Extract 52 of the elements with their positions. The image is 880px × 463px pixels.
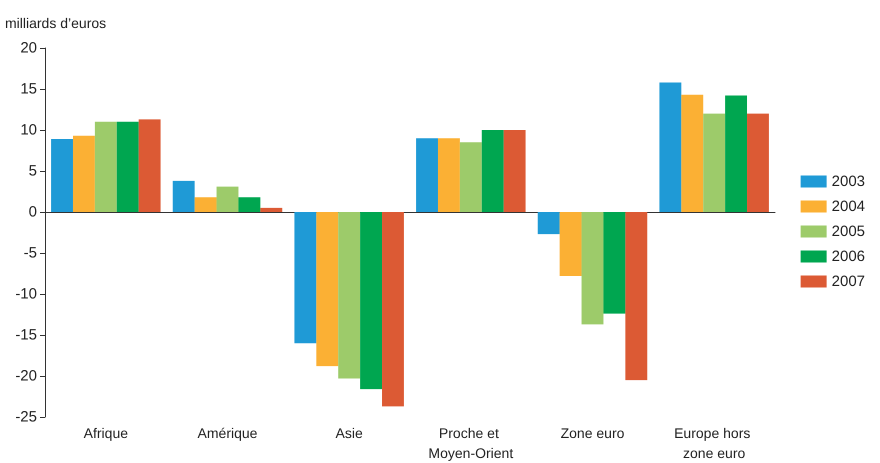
- bar: [172, 180, 195, 212]
- bar: [460, 142, 482, 212]
- bar: [482, 130, 504, 212]
- y-tick-label: 5: [28, 162, 37, 180]
- y-tick-label: -20: [15, 368, 37, 384]
- y-tick-label: -25: [15, 408, 37, 426]
- bar: [416, 138, 438, 212]
- x-tick-label: Proche et Moyen-Orient: [428, 425, 514, 461]
- bar: [582, 212, 604, 324]
- bar: [603, 212, 626, 314]
- bar: [260, 208, 282, 212]
- bar: [138, 119, 161, 212]
- x-tick-label: Afrique: [84, 425, 128, 441]
- y-tick-label: 0: [28, 204, 37, 220]
- legend-label: 2007: [832, 273, 866, 290]
- legend-label: 2004: [832, 198, 866, 215]
- y-tick-label: 15: [20, 80, 37, 98]
- bar: [51, 139, 73, 212]
- bar: [116, 122, 139, 212]
- bar: [703, 114, 726, 212]
- y-axis-title: milliards d’euros: [5, 15, 106, 31]
- x-tick-label: Amérique: [198, 425, 258, 441]
- bar: [725, 96, 748, 212]
- bar: [294, 212, 316, 344]
- bar: [681, 94, 704, 212]
- bar: [560, 212, 582, 276]
- x-tick-label: Europe hors zone euro: [674, 425, 754, 461]
- bar: [338, 212, 360, 378]
- bar: [382, 212, 404, 406]
- x-tick-label: Asie: [336, 425, 363, 441]
- bar: [438, 138, 460, 212]
- legend-label: 2003: [832, 173, 866, 190]
- bar: [504, 130, 526, 212]
- bar: [194, 197, 217, 212]
- y-tick-label: 20: [20, 40, 37, 56]
- x-tick-label: Zone euro: [560, 425, 625, 441]
- bar: [659, 82, 682, 212]
- bar: [72, 136, 95, 212]
- bar: [625, 212, 648, 380]
- legend-label: 2005: [832, 223, 866, 240]
- bar: [538, 212, 560, 234]
- bar: [94, 122, 117, 212]
- bar: [360, 212, 382, 390]
- y-tick-label: -10: [15, 286, 37, 302]
- y-tick-label: 10: [20, 122, 37, 138]
- y-tick-label: -5: [24, 244, 37, 262]
- bar: [316, 212, 338, 366]
- y-tick-label: -15: [15, 326, 37, 344]
- bar: [238, 197, 260, 212]
- bar: [747, 114, 769, 212]
- legend-label: 2006: [832, 248, 866, 265]
- bar: [216, 186, 238, 212]
